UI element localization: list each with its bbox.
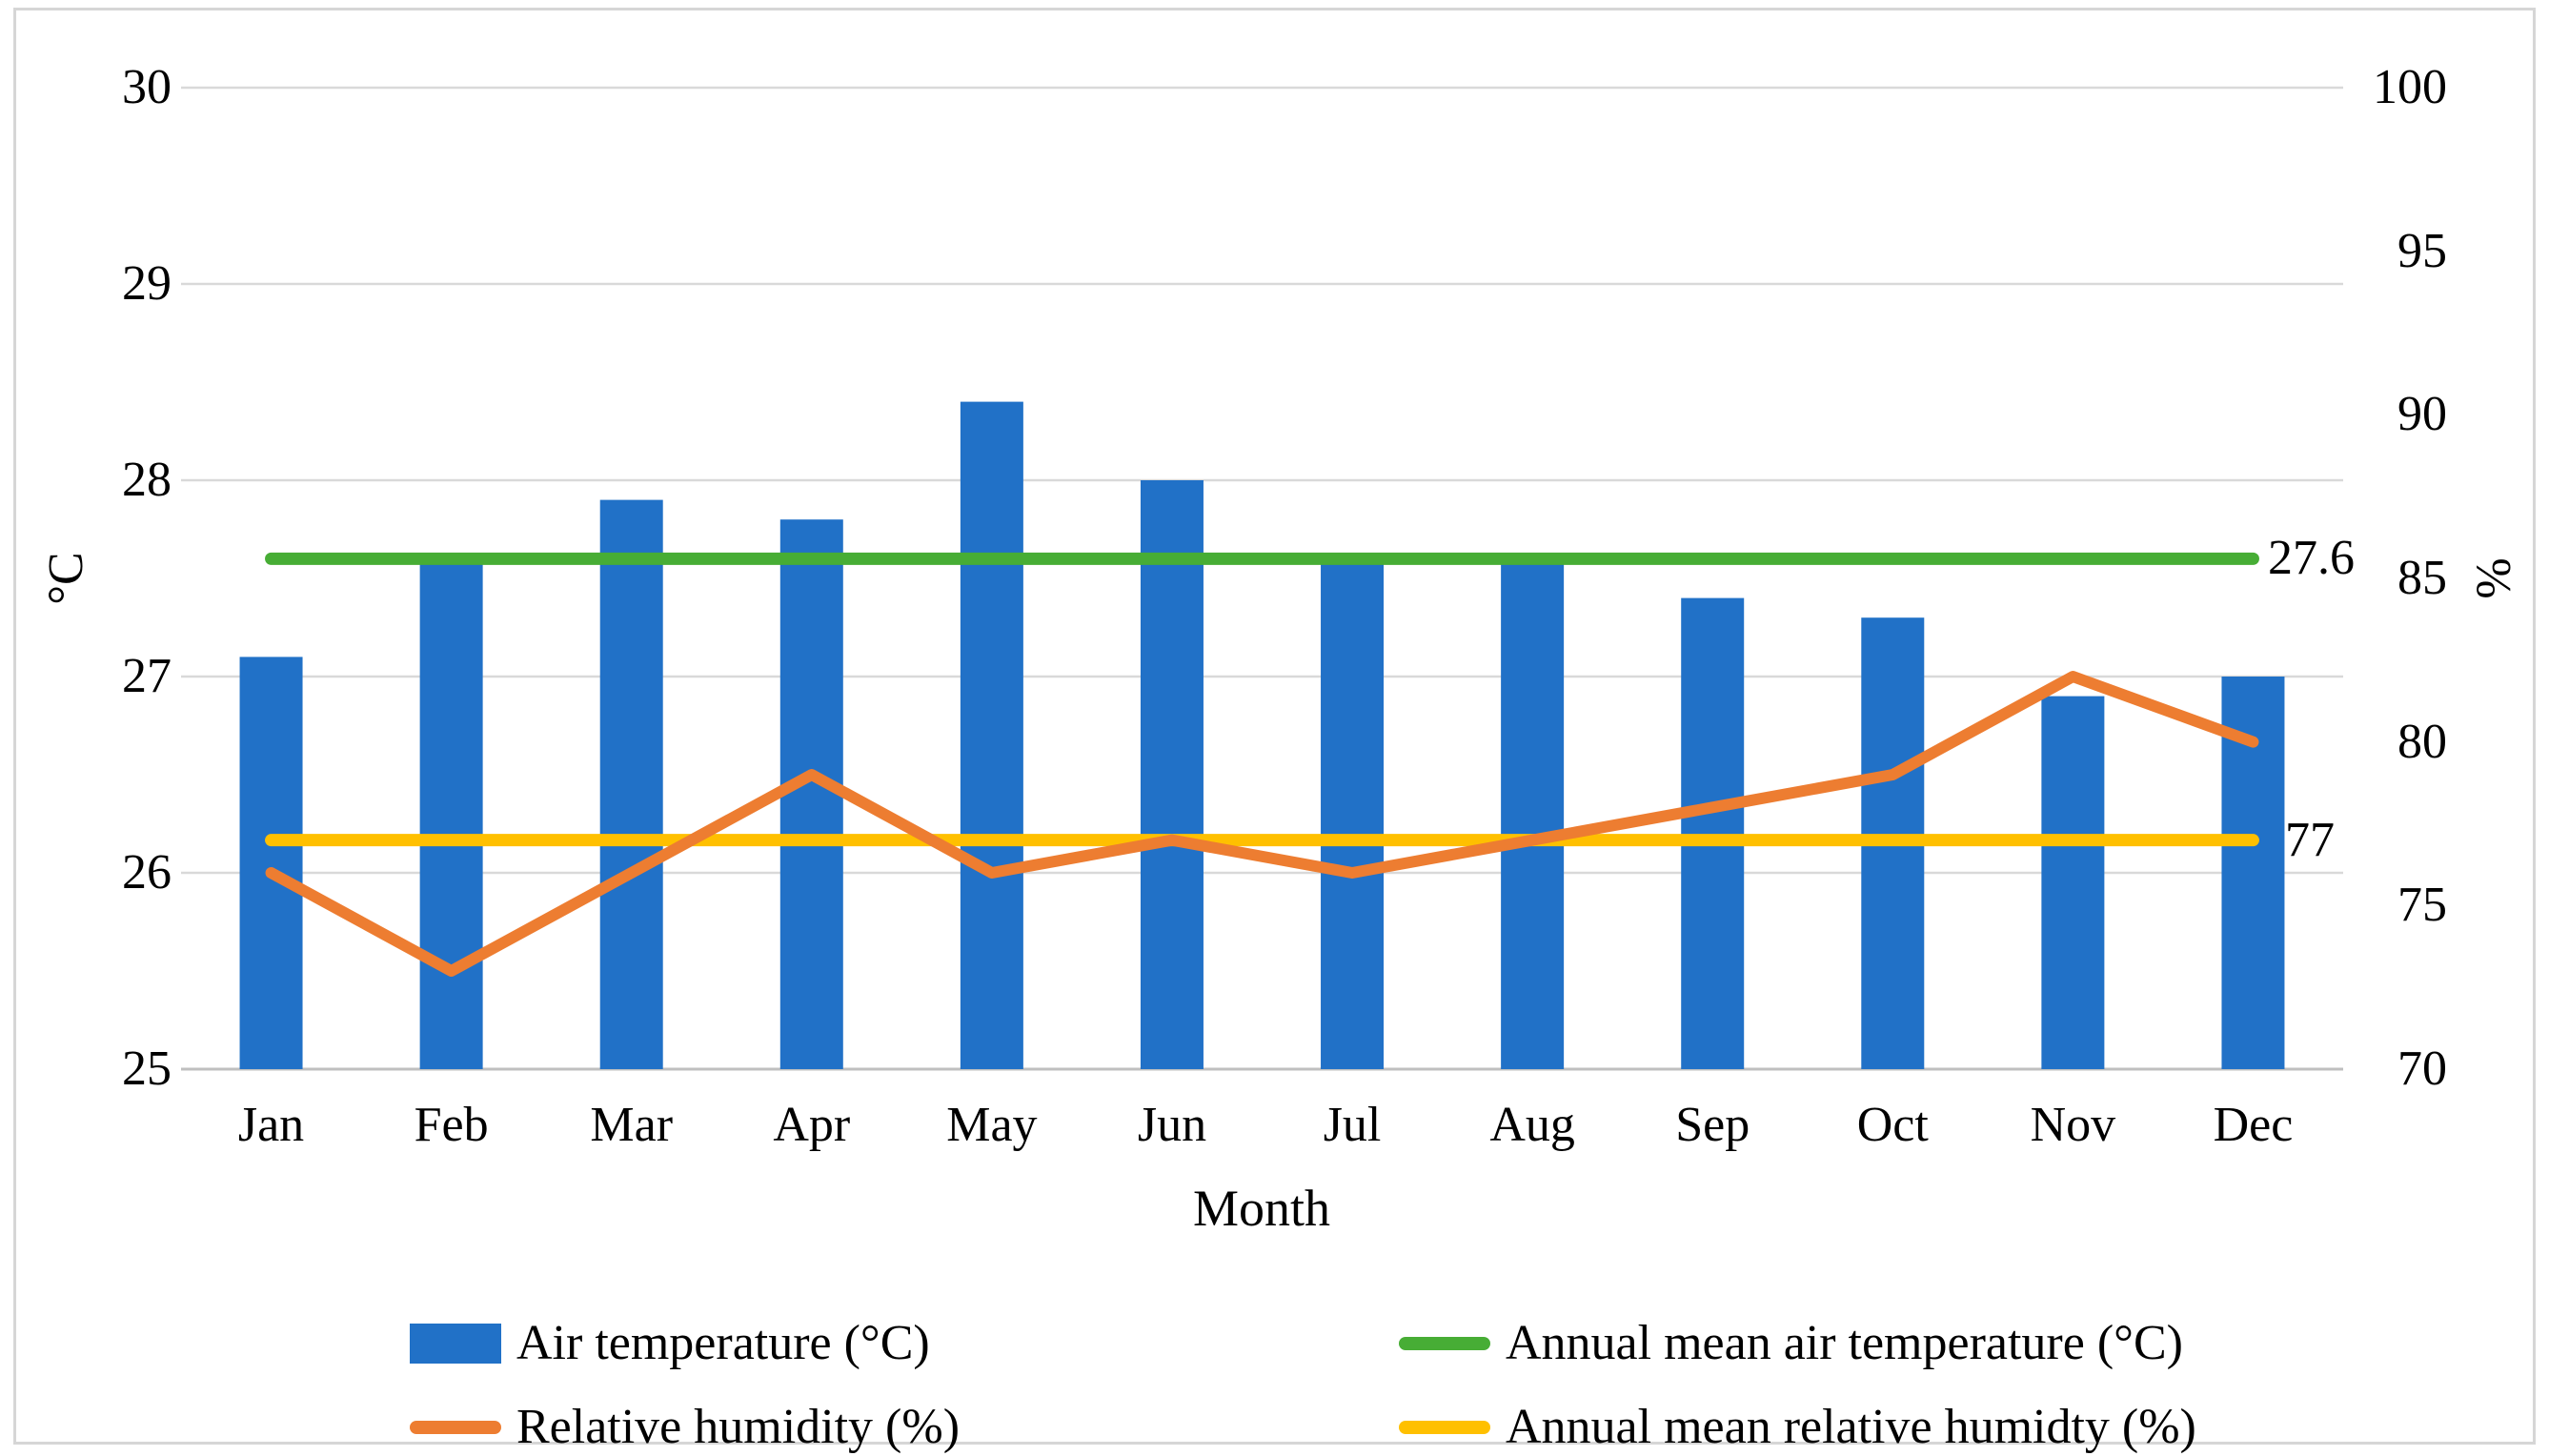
legend-swatch-annual-mean-relative-humidity bbox=[1399, 1421, 1490, 1434]
y-left-axis-title: °C bbox=[39, 552, 93, 605]
x-tick-Nov: Nov bbox=[2030, 1098, 2116, 1152]
y-right-tick-100: 100 bbox=[2373, 60, 2447, 114]
y-left-tick-30: 30 bbox=[122, 60, 172, 114]
y-left-tick-28: 28 bbox=[122, 453, 172, 507]
x-axis-title: Month bbox=[1192, 1180, 1331, 1237]
x-tick-May: May bbox=[946, 1098, 1038, 1152]
bar-Aug bbox=[1501, 558, 1565, 1069]
bar-Feb bbox=[419, 558, 483, 1069]
bar-Jun bbox=[1140, 480, 1204, 1069]
bar-Mar bbox=[599, 499, 663, 1069]
legend-item-annual-mean-relative-humidity: Annual mean relative humidty (%) bbox=[1399, 1397, 2196, 1456]
x-tick-Sep: Sep bbox=[1675, 1098, 1750, 1152]
y-right-tick-95: 95 bbox=[2397, 223, 2447, 278]
y-right-tick-85: 85 bbox=[2397, 551, 2447, 605]
bar-May bbox=[960, 401, 1023, 1070]
x-tick-Aug: Aug bbox=[1489, 1098, 1575, 1152]
mean-temp-annotation: 27.6 bbox=[2268, 531, 2355, 585]
x-tick-Jan: Jan bbox=[237, 1098, 305, 1152]
y-right-tick-75: 75 bbox=[2397, 878, 2447, 933]
x-tick-Jun: Jun bbox=[1137, 1098, 1207, 1152]
legend-label-relative-humidity: Relative humidity (%) bbox=[516, 1400, 961, 1454]
mean-humidity-annotation: 77 bbox=[2285, 813, 2335, 867]
x-tick-Jul: Jul bbox=[1323, 1098, 1382, 1152]
bar-Apr bbox=[779, 519, 843, 1069]
legend-swatch-relative-humidity bbox=[410, 1421, 501, 1434]
legend-label-annual-mean-air-temperature: Annual mean air temperature (°C) bbox=[1506, 1316, 2183, 1370]
y-left-tick-27: 27 bbox=[122, 649, 172, 703]
y-right-tick-70: 70 bbox=[2397, 1041, 2447, 1096]
bar-Sep bbox=[1681, 597, 1745, 1069]
legend-label-annual-mean-relative-humidity: Annual mean relative humidty (%) bbox=[1506, 1400, 2196, 1454]
legend-swatch-annual-mean-air-temperature bbox=[1399, 1337, 1490, 1350]
x-tick-Feb: Feb bbox=[414, 1098, 489, 1152]
y-left-tick-26: 26 bbox=[122, 845, 172, 900]
x-tick-Oct: Oct bbox=[1856, 1098, 1929, 1152]
x-tick-Apr: Apr bbox=[773, 1098, 851, 1152]
x-tick-Mar: Mar bbox=[590, 1098, 674, 1152]
legend-swatch-air-temperature bbox=[410, 1324, 501, 1364]
y-right-axis-title: % bbox=[2467, 557, 2521, 599]
legend-item-annual-mean-air-temperature: Annual mean air temperature (°C) bbox=[1399, 1313, 2183, 1374]
bar-Jan bbox=[239, 657, 303, 1069]
legend-item-air-temperature: Air temperature (°C) bbox=[410, 1313, 930, 1374]
x-tick-Dec: Dec bbox=[2213, 1098, 2294, 1152]
y-right-tick-80: 80 bbox=[2397, 714, 2447, 769]
humidity-line bbox=[265, 671, 2259, 977]
bar-Nov bbox=[2041, 696, 2105, 1069]
bar-Jul bbox=[1321, 558, 1385, 1069]
y-left-tick-25: 25 bbox=[122, 1041, 172, 1096]
y-left-tick-29: 29 bbox=[122, 256, 172, 311]
legend-label-air-temperature: Air temperature (°C) bbox=[516, 1316, 930, 1370]
y-right-tick-90: 90 bbox=[2397, 387, 2447, 442]
legend-item-relative-humidity: Relative humidity (%) bbox=[410, 1397, 960, 1456]
